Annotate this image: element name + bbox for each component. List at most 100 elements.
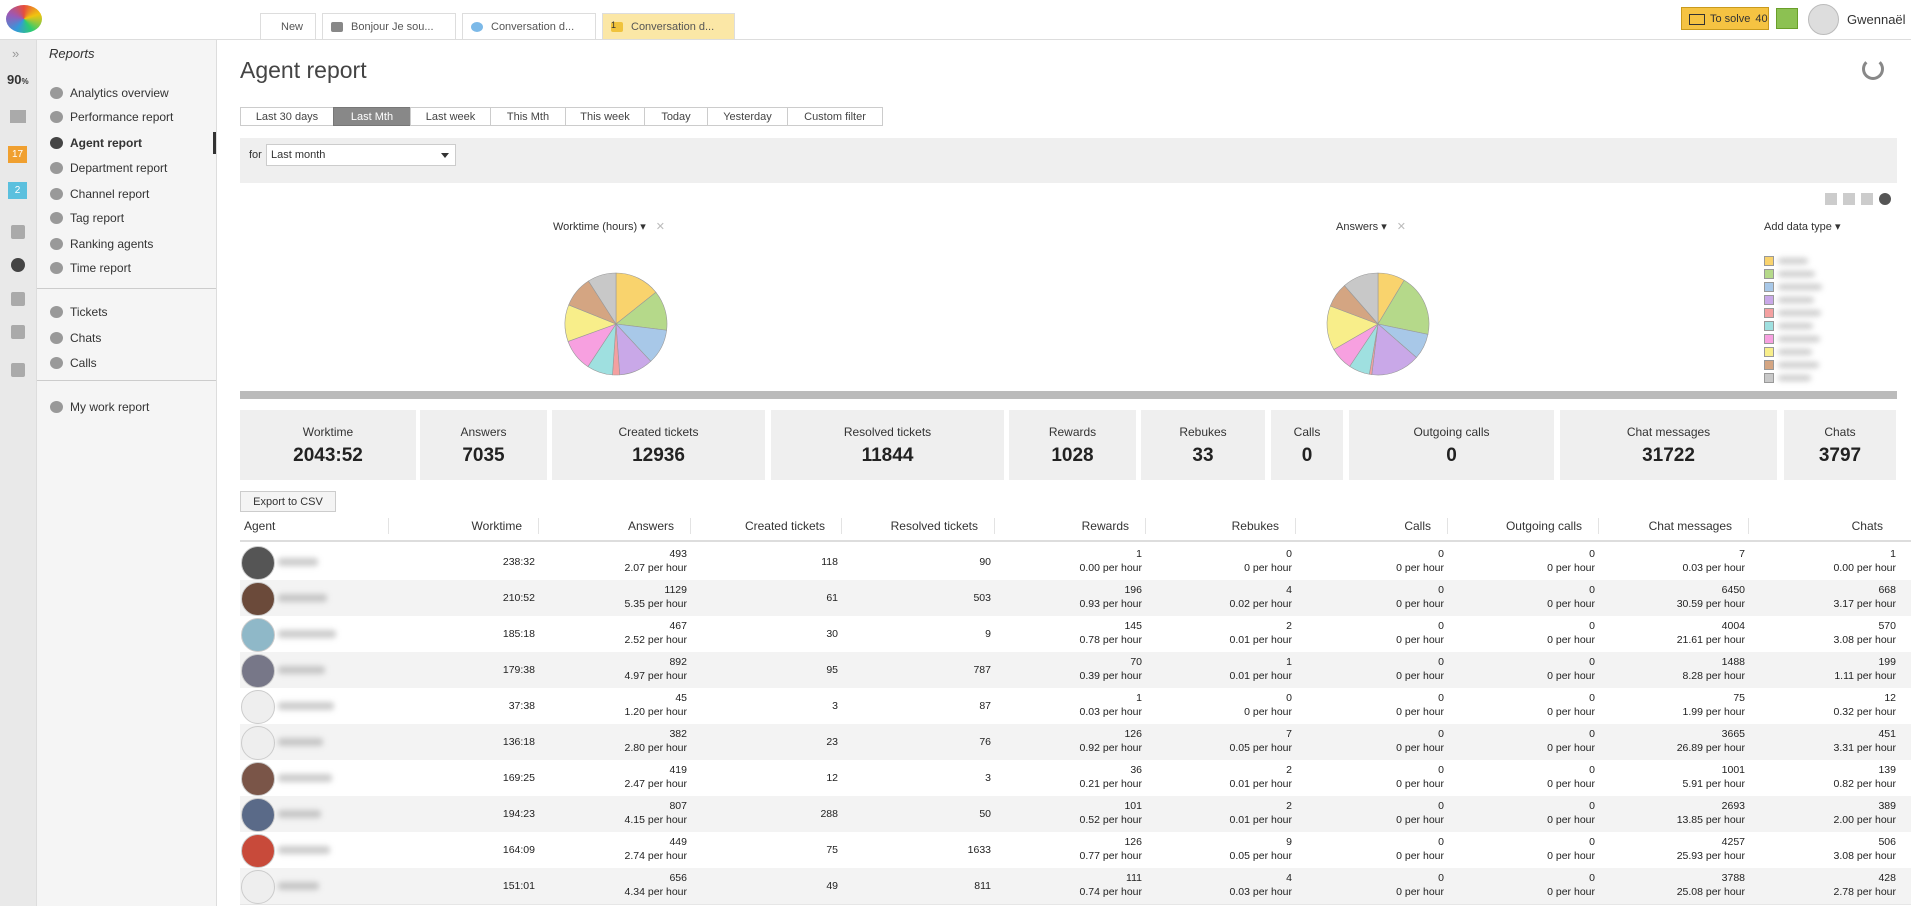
cell-value: 288 [690, 808, 838, 820]
filter-button[interactable]: Custom filter [787, 107, 883, 126]
cell-value: 0 [1145, 692, 1292, 704]
user-avatar[interactable] [1808, 4, 1839, 35]
rail-icon[interactable] [10, 110, 26, 123]
column-header[interactable]: Rewards [994, 519, 1129, 533]
sidebar-item[interactable]: Channel report [70, 187, 149, 201]
rail-icon[interactable] [11, 225, 25, 239]
column-header[interactable]: Rebukes [1145, 519, 1279, 533]
cell-value: 449 [538, 836, 687, 848]
chart-left-select[interactable]: Worktime (hours) ▾ ✕ [553, 220, 665, 233]
refresh-button[interactable] [1862, 58, 1884, 80]
percent-value: 90 [7, 72, 21, 87]
sidebar-item[interactable]: Tag report [70, 211, 124, 225]
filter-button[interactable]: This Mth [490, 107, 566, 126]
sidebar-item[interactable]: Department report [70, 161, 167, 175]
sidebar-item[interactable]: Chats [70, 331, 101, 345]
column-header[interactable]: Answers [538, 519, 674, 533]
rail-percent: 90% [7, 72, 29, 87]
agent-name [278, 846, 330, 854]
chart-right-select[interactable]: Answers ▾ ✕ [1336, 220, 1406, 233]
sidebar-item[interactable]: Agent report [70, 136, 142, 150]
add-data-type[interactable]: Add data type ▾ [1764, 220, 1840, 233]
cell-value: 382 [538, 728, 687, 740]
cell-value: 506 [1748, 836, 1896, 848]
column-header[interactable]: Created tickets [690, 519, 825, 533]
cell-value: 787 [841, 664, 991, 676]
column-header[interactable]: Chat messages [1598, 519, 1732, 533]
pie-slice [616, 273, 656, 324]
sidebar-item[interactable]: My work report [70, 400, 149, 414]
summary-label: Rewards [1009, 425, 1136, 439]
column-header[interactable]: Agent [244, 519, 275, 533]
sidebar-icon [50, 111, 63, 123]
cell-value: 4 [1145, 872, 1292, 884]
rail-icon[interactable] [11, 325, 25, 339]
agent-avatar [241, 834, 275, 868]
column-header[interactable]: Calls [1295, 519, 1431, 533]
chat-button[interactable] [1776, 8, 1798, 29]
rail-badge[interactable]: 2 [8, 182, 27, 199]
filter-button[interactable]: Last Mth [333, 107, 411, 126]
agent-name [278, 738, 323, 746]
filter-button[interactable]: Last 30 days [240, 107, 334, 126]
agent-avatar [241, 762, 275, 796]
rail-icon[interactable] [11, 363, 25, 377]
tab[interactable]: Bonjour Je sou... [322, 13, 456, 39]
rail-toggle[interactable]: » [12, 46, 19, 61]
agent-name [278, 702, 334, 710]
cell-rate: 3.08 per hour [1748, 850, 1896, 862]
cell-rate: 4.97 per hour [538, 670, 687, 682]
rail-icon[interactable] [11, 292, 25, 306]
cell-value: 126 [994, 836, 1142, 848]
filter-button[interactable]: Today [644, 107, 708, 126]
cell-value: 196 [994, 584, 1142, 596]
sidebar-separator [37, 288, 216, 289]
sidebar-icon [50, 306, 63, 318]
cell-value: 1 [994, 692, 1142, 704]
summary-label: Calls [1271, 425, 1343, 439]
export-csv-button[interactable]: Export to CSV [240, 491, 336, 512]
legend-name [1778, 258, 1808, 264]
active-indicator [213, 132, 216, 154]
rail-icon[interactable] [11, 258, 25, 272]
pie-slice [616, 292, 667, 330]
sidebar-item[interactable]: Performance report [70, 110, 173, 124]
label: Answers [1336, 221, 1378, 233]
column-header[interactable]: Worktime [388, 519, 522, 533]
sidebar-item[interactable]: Tickets [70, 305, 108, 319]
tab[interactable]: Conversation d... [462, 13, 596, 39]
cell-rate: 0 per hour [1447, 634, 1595, 646]
agent-name [278, 882, 319, 890]
cell-rate: 2.78 per hour [1748, 886, 1896, 898]
cell-value: 0 [1447, 728, 1595, 740]
cell-value: 185:18 [388, 628, 535, 640]
cell-rate: 0.82 per hour [1748, 778, 1896, 790]
column-header[interactable]: Resolved tickets [841, 519, 978, 533]
sidebar-item[interactable]: Analytics overview [70, 86, 169, 100]
column-header[interactable]: Chats [1748, 519, 1883, 533]
column-header[interactable]: Outgoing calls [1447, 519, 1582, 533]
to-solve-button[interactable]: To solve40 [1681, 7, 1769, 30]
cell-rate: 0.32 per hour [1748, 706, 1896, 718]
legend-swatch [1764, 334, 1774, 344]
filter-button[interactable]: Yesterday [707, 107, 788, 126]
tab[interactable]: Conversation d... [602, 13, 735, 39]
filter-button[interactable]: Last week [410, 107, 491, 126]
sidebar-item[interactable]: Time report [70, 261, 131, 275]
filter-button[interactable]: This week [565, 107, 645, 126]
cell-rate: 0.92 per hour [994, 742, 1142, 754]
tab[interactable]: New [260, 13, 316, 39]
user-name[interactable]: Gwennaël [1847, 12, 1906, 27]
legend-swatch [1764, 269, 1774, 279]
cell-value: 3 [841, 772, 991, 784]
period-select[interactable]: Last month [266, 144, 456, 166]
cell-rate: 0 per hour [1447, 670, 1595, 682]
rail-badge[interactable]: 17 [8, 146, 27, 163]
sidebar-item[interactable]: Calls [70, 356, 97, 370]
sidebar-icon [50, 262, 63, 274]
chart-type-icons[interactable] [1825, 193, 1892, 205]
cell-value: 3665 [1598, 728, 1745, 740]
sidebar-item[interactable]: Ranking agents [70, 237, 153, 251]
caret [441, 153, 449, 162]
pie-slice [1372, 324, 1417, 375]
